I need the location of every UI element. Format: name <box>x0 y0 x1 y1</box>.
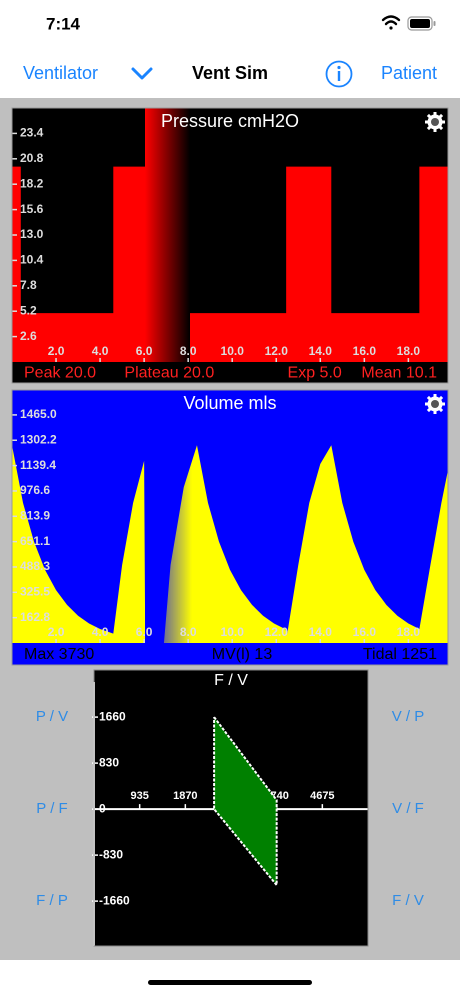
x-tick-label: 6.0 <box>136 344 153 358</box>
top-bar <box>0 0 460 98</box>
loop-select-button[interactable]: F / P <box>36 892 68 909</box>
x-tick-label: 14.0 <box>309 344 333 358</box>
home-indicator <box>148 980 312 985</box>
x-tick-label: 14.0 <box>309 625 333 639</box>
battery-icon <box>407 16 436 31</box>
y-tick-label: 976.6 <box>20 483 50 497</box>
chart-title: Volume mls <box>183 393 276 413</box>
y-tick-label: 1465.0 <box>20 407 57 421</box>
chart-title: F / V <box>214 672 248 689</box>
y-tick-label: 18.2 <box>20 176 44 190</box>
x-tick-label: 4675 <box>310 790 334 802</box>
y-tick-label: 5.2 <box>20 303 37 317</box>
y-tick-label: 7.8 <box>20 278 37 292</box>
wifi-icon <box>381 15 401 30</box>
y-tick-label: -1660 <box>99 893 130 907</box>
x-tick-label: 12.0 <box>265 625 289 639</box>
stat-readout: MV(l) 13 <box>212 646 273 663</box>
x-tick-label: 18.0 <box>397 625 421 639</box>
x-tick-label: 18.0 <box>397 344 421 358</box>
nav-right-button[interactable]: Patient <box>381 63 437 83</box>
waveform-area <box>12 166 448 362</box>
y-tick-label: 15.6 <box>20 202 44 216</box>
stat-readout: Max 3730 <box>24 646 94 663</box>
stat-readout: Tidal 1251 <box>363 646 437 663</box>
y-tick-label: 830 <box>99 755 119 769</box>
x-tick-label: 8.0 <box>180 344 197 358</box>
loop-select-button[interactable]: P / F <box>36 800 67 817</box>
y-tick-label: 10.4 <box>20 253 44 267</box>
y-tick-label: 2.6 <box>20 329 37 343</box>
y-tick-label: 162.8 <box>20 610 50 624</box>
x-tick-label: 2.0 <box>48 344 65 358</box>
nav-title: Vent Sim <box>192 63 268 83</box>
stats-strip <box>12 643 448 665</box>
y-tick-label: 651.1 <box>20 534 50 548</box>
settings-gear[interactable] <box>425 394 445 414</box>
info-button[interactable] <box>325 60 353 88</box>
x-tick-label: 16.0 <box>353 625 377 639</box>
x-tick-label: 10.0 <box>221 344 245 358</box>
chart-title: Pressure cmH2O <box>161 111 299 131</box>
flow-volume-loop <box>213 716 278 888</box>
y-tick-label: 20.8 <box>20 151 44 165</box>
x-tick-label: 8.0 <box>180 625 197 639</box>
x-tick-label: 4.0 <box>92 625 109 639</box>
loop-select-button[interactable]: F / V <box>392 892 424 909</box>
loop-select-button[interactable]: V / P <box>392 708 425 725</box>
y-tick-label: 1660 <box>99 709 126 723</box>
stat-readout: Peak 20.0 <box>24 365 96 382</box>
chart-border <box>11 389 449 666</box>
x-tick-label: 4.0 <box>92 344 109 358</box>
x-tick-label: 16.0 <box>353 344 377 358</box>
y-tick-label: 1139.4 <box>20 458 56 472</box>
loop-select-button[interactable]: P / V <box>36 708 68 725</box>
x-tick-label: 6.0 <box>136 625 153 639</box>
dropdown-chevron[interactable] <box>131 67 153 80</box>
y-tick-label: 1302.2 <box>20 432 57 446</box>
stats-strip <box>12 362 448 383</box>
chart-border <box>93 669 369 947</box>
waveform-area <box>12 445 448 643</box>
y-tick-label: 13.0 <box>20 227 44 241</box>
x-tick-label: 10.0 <box>221 625 245 639</box>
y-tick-label: 325.5 <box>20 584 50 598</box>
x-tick-label: 2.0 <box>48 625 65 639</box>
nav-left-button[interactable]: Ventilator <box>23 63 98 83</box>
chart-border <box>11 107 449 384</box>
y-tick-label: 0 <box>99 801 106 815</box>
sweep-band <box>145 108 190 362</box>
y-tick-label: -830 <box>99 847 123 861</box>
bottom-area <box>0 960 460 996</box>
sweep-band <box>145 390 192 643</box>
y-tick-label: 488.3 <box>20 559 50 573</box>
y-tick-label: 813.9 <box>20 508 50 522</box>
loop-select-button[interactable]: V / F <box>392 800 424 817</box>
gear-hole <box>431 400 439 408</box>
stat-readout: Plateau 20.0 <box>124 365 214 382</box>
x-tick-label: 12.0 <box>265 344 289 358</box>
x-tick-label: 935 <box>130 790 148 802</box>
x-tick-label: 1870 <box>173 790 197 802</box>
stat-readout: Mean 10.1 <box>361 365 437 382</box>
stat-readout: Exp 5.0 <box>288 365 342 382</box>
settings-gear[interactable] <box>425 112 445 132</box>
y-tick-label: 23.4 <box>20 126 44 140</box>
gear-hole <box>431 118 439 126</box>
status-time: 7:14 <box>46 14 81 33</box>
charts: 2.6 5.2 7.8 10.4 13.0 15.6 18.2 20.8 23.4 2.0 4.0 6… <box>11 107 449 947</box>
